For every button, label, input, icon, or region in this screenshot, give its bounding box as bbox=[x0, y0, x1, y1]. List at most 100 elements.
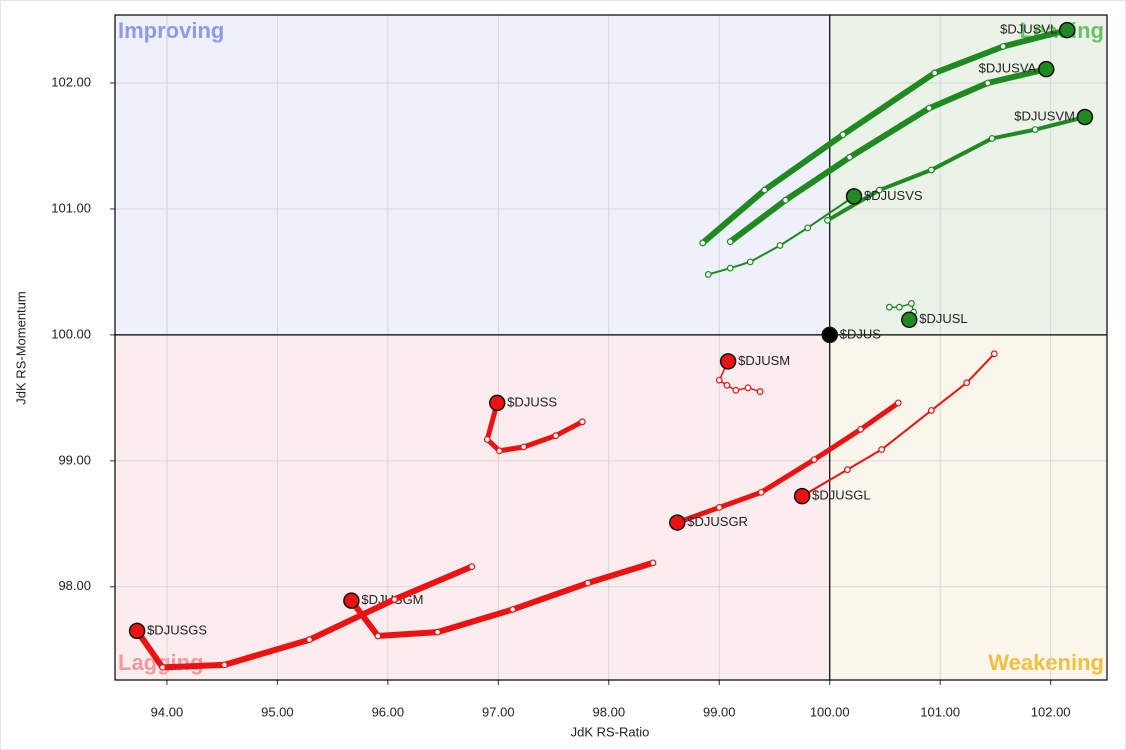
series-label: $DJUSGL bbox=[812, 488, 871, 503]
y-tick-label: 101.00 bbox=[51, 200, 91, 215]
head-point bbox=[128, 622, 146, 640]
x-tick-label: 100.00 bbox=[810, 704, 850, 719]
x-tick-label: 96.00 bbox=[372, 704, 405, 719]
trail-point bbox=[927, 166, 935, 174]
trail-point bbox=[761, 186, 768, 194]
trail-point bbox=[984, 79, 992, 87]
trail-point bbox=[988, 135, 996, 142]
quadrant bbox=[115, 15, 830, 335]
trail-point bbox=[520, 443, 528, 451]
x-tick-label: 95.00 bbox=[261, 704, 294, 719]
series-label: $DJUSM bbox=[738, 353, 790, 368]
trail-point bbox=[509, 606, 517, 613]
trail-point bbox=[782, 196, 789, 204]
y-tick-label: 100.00 bbox=[51, 326, 91, 341]
trail-point bbox=[578, 418, 586, 426]
series-label: $DJUSGR bbox=[687, 514, 748, 529]
quadrants: ImprovingLeadingWeakeningLagging bbox=[115, 15, 1107, 680]
series-label: $DJUSVM bbox=[1014, 108, 1075, 123]
head-point bbox=[488, 394, 506, 412]
trail-point bbox=[810, 456, 818, 463]
trail bbox=[348, 559, 656, 639]
trail-point bbox=[756, 388, 764, 395]
trail-point bbox=[744, 384, 752, 392]
trail-point bbox=[895, 303, 903, 311]
trail-point bbox=[846, 153, 854, 161]
trail-point bbox=[649, 559, 657, 567]
trail-point bbox=[776, 242, 784, 249]
trail-point bbox=[990, 350, 998, 358]
trail-point bbox=[1031, 126, 1039, 134]
head-point bbox=[821, 326, 838, 344]
x-tick-label: 102.00 bbox=[1031, 704, 1071, 719]
x-tick-label: 98.00 bbox=[593, 704, 626, 719]
trail-point bbox=[723, 381, 731, 389]
trail-point bbox=[804, 224, 812, 232]
series-label: $DJUSVL bbox=[1000, 22, 1057, 37]
trail-point bbox=[931, 69, 939, 77]
x-tick-label: 97.00 bbox=[482, 704, 515, 719]
trail-point bbox=[715, 376, 723, 384]
trail bbox=[727, 66, 1050, 245]
trail-point bbox=[925, 104, 933, 112]
trail-point bbox=[704, 271, 712, 278]
trail-point bbox=[391, 595, 398, 603]
trail-point bbox=[885, 303, 893, 311]
series-label: $DJUSL bbox=[919, 311, 967, 326]
trail bbox=[825, 115, 1087, 223]
trail bbox=[134, 563, 475, 671]
head-point bbox=[719, 353, 737, 370]
trail-point bbox=[839, 131, 847, 139]
head-point bbox=[1076, 108, 1094, 126]
trail bbox=[801, 352, 996, 498]
trail-point bbox=[220, 661, 228, 669]
trail bbox=[707, 195, 856, 276]
trail-point bbox=[715, 504, 723, 511]
y-axis-label: JdK RS-Momentum bbox=[13, 291, 28, 404]
trails: $DJUSVL $DJUSVA $DJUSVM $DJUSVS $DJUSL $DJUS $… bbox=[128, 22, 1094, 671]
y-tick-label: 99.00 bbox=[58, 452, 91, 467]
trail-point bbox=[876, 186, 883, 194]
head-point bbox=[845, 188, 863, 205]
trail-point bbox=[963, 379, 971, 387]
trail bbox=[674, 400, 901, 526]
trail-point bbox=[757, 488, 765, 496]
trail-point bbox=[927, 407, 935, 414]
trail-point bbox=[878, 446, 886, 453]
x-tick-label: 101.00 bbox=[920, 704, 960, 719]
x-axis-label: JdK RS-Ratio bbox=[571, 724, 650, 739]
trail bbox=[699, 27, 1071, 246]
series-label: $DJUS bbox=[840, 326, 882, 341]
trail-point bbox=[857, 425, 865, 433]
head-point bbox=[1037, 60, 1055, 78]
head-point bbox=[901, 311, 918, 329]
trail-point bbox=[496, 447, 503, 455]
series-label: $DJUSS bbox=[507, 394, 557, 409]
trail-point bbox=[434, 628, 441, 636]
trail-point bbox=[483, 436, 491, 443]
series-label: $DJUSVS bbox=[864, 188, 923, 203]
quadrant bbox=[829, 334, 1107, 680]
trail bbox=[484, 400, 585, 454]
trail-point bbox=[824, 216, 831, 224]
quadrant-label: Weakening bbox=[988, 650, 1104, 675]
trail-point bbox=[844, 466, 851, 474]
trail-point bbox=[894, 399, 902, 407]
head-point bbox=[343, 592, 360, 609]
trail-point bbox=[732, 386, 740, 394]
trail-point bbox=[552, 432, 560, 440]
quadrant bbox=[829, 15, 1107, 335]
trail-point bbox=[374, 632, 382, 640]
series-label: $DJUSVA bbox=[979, 61, 1037, 76]
trail-point bbox=[699, 239, 707, 247]
x-tick-label: 99.00 bbox=[703, 704, 736, 719]
trail-point bbox=[908, 300, 915, 307]
trail-point bbox=[999, 43, 1007, 50]
trail-point bbox=[306, 636, 313, 644]
grid: 94.00 95.00 96.00 97.00 98.00 99.00 100.00 101.… bbox=[51, 14, 1108, 719]
head-point bbox=[669, 514, 686, 531]
trail-point bbox=[746, 258, 754, 266]
trail-point bbox=[726, 238, 734, 246]
x-tick-label: 94.00 bbox=[151, 704, 184, 719]
